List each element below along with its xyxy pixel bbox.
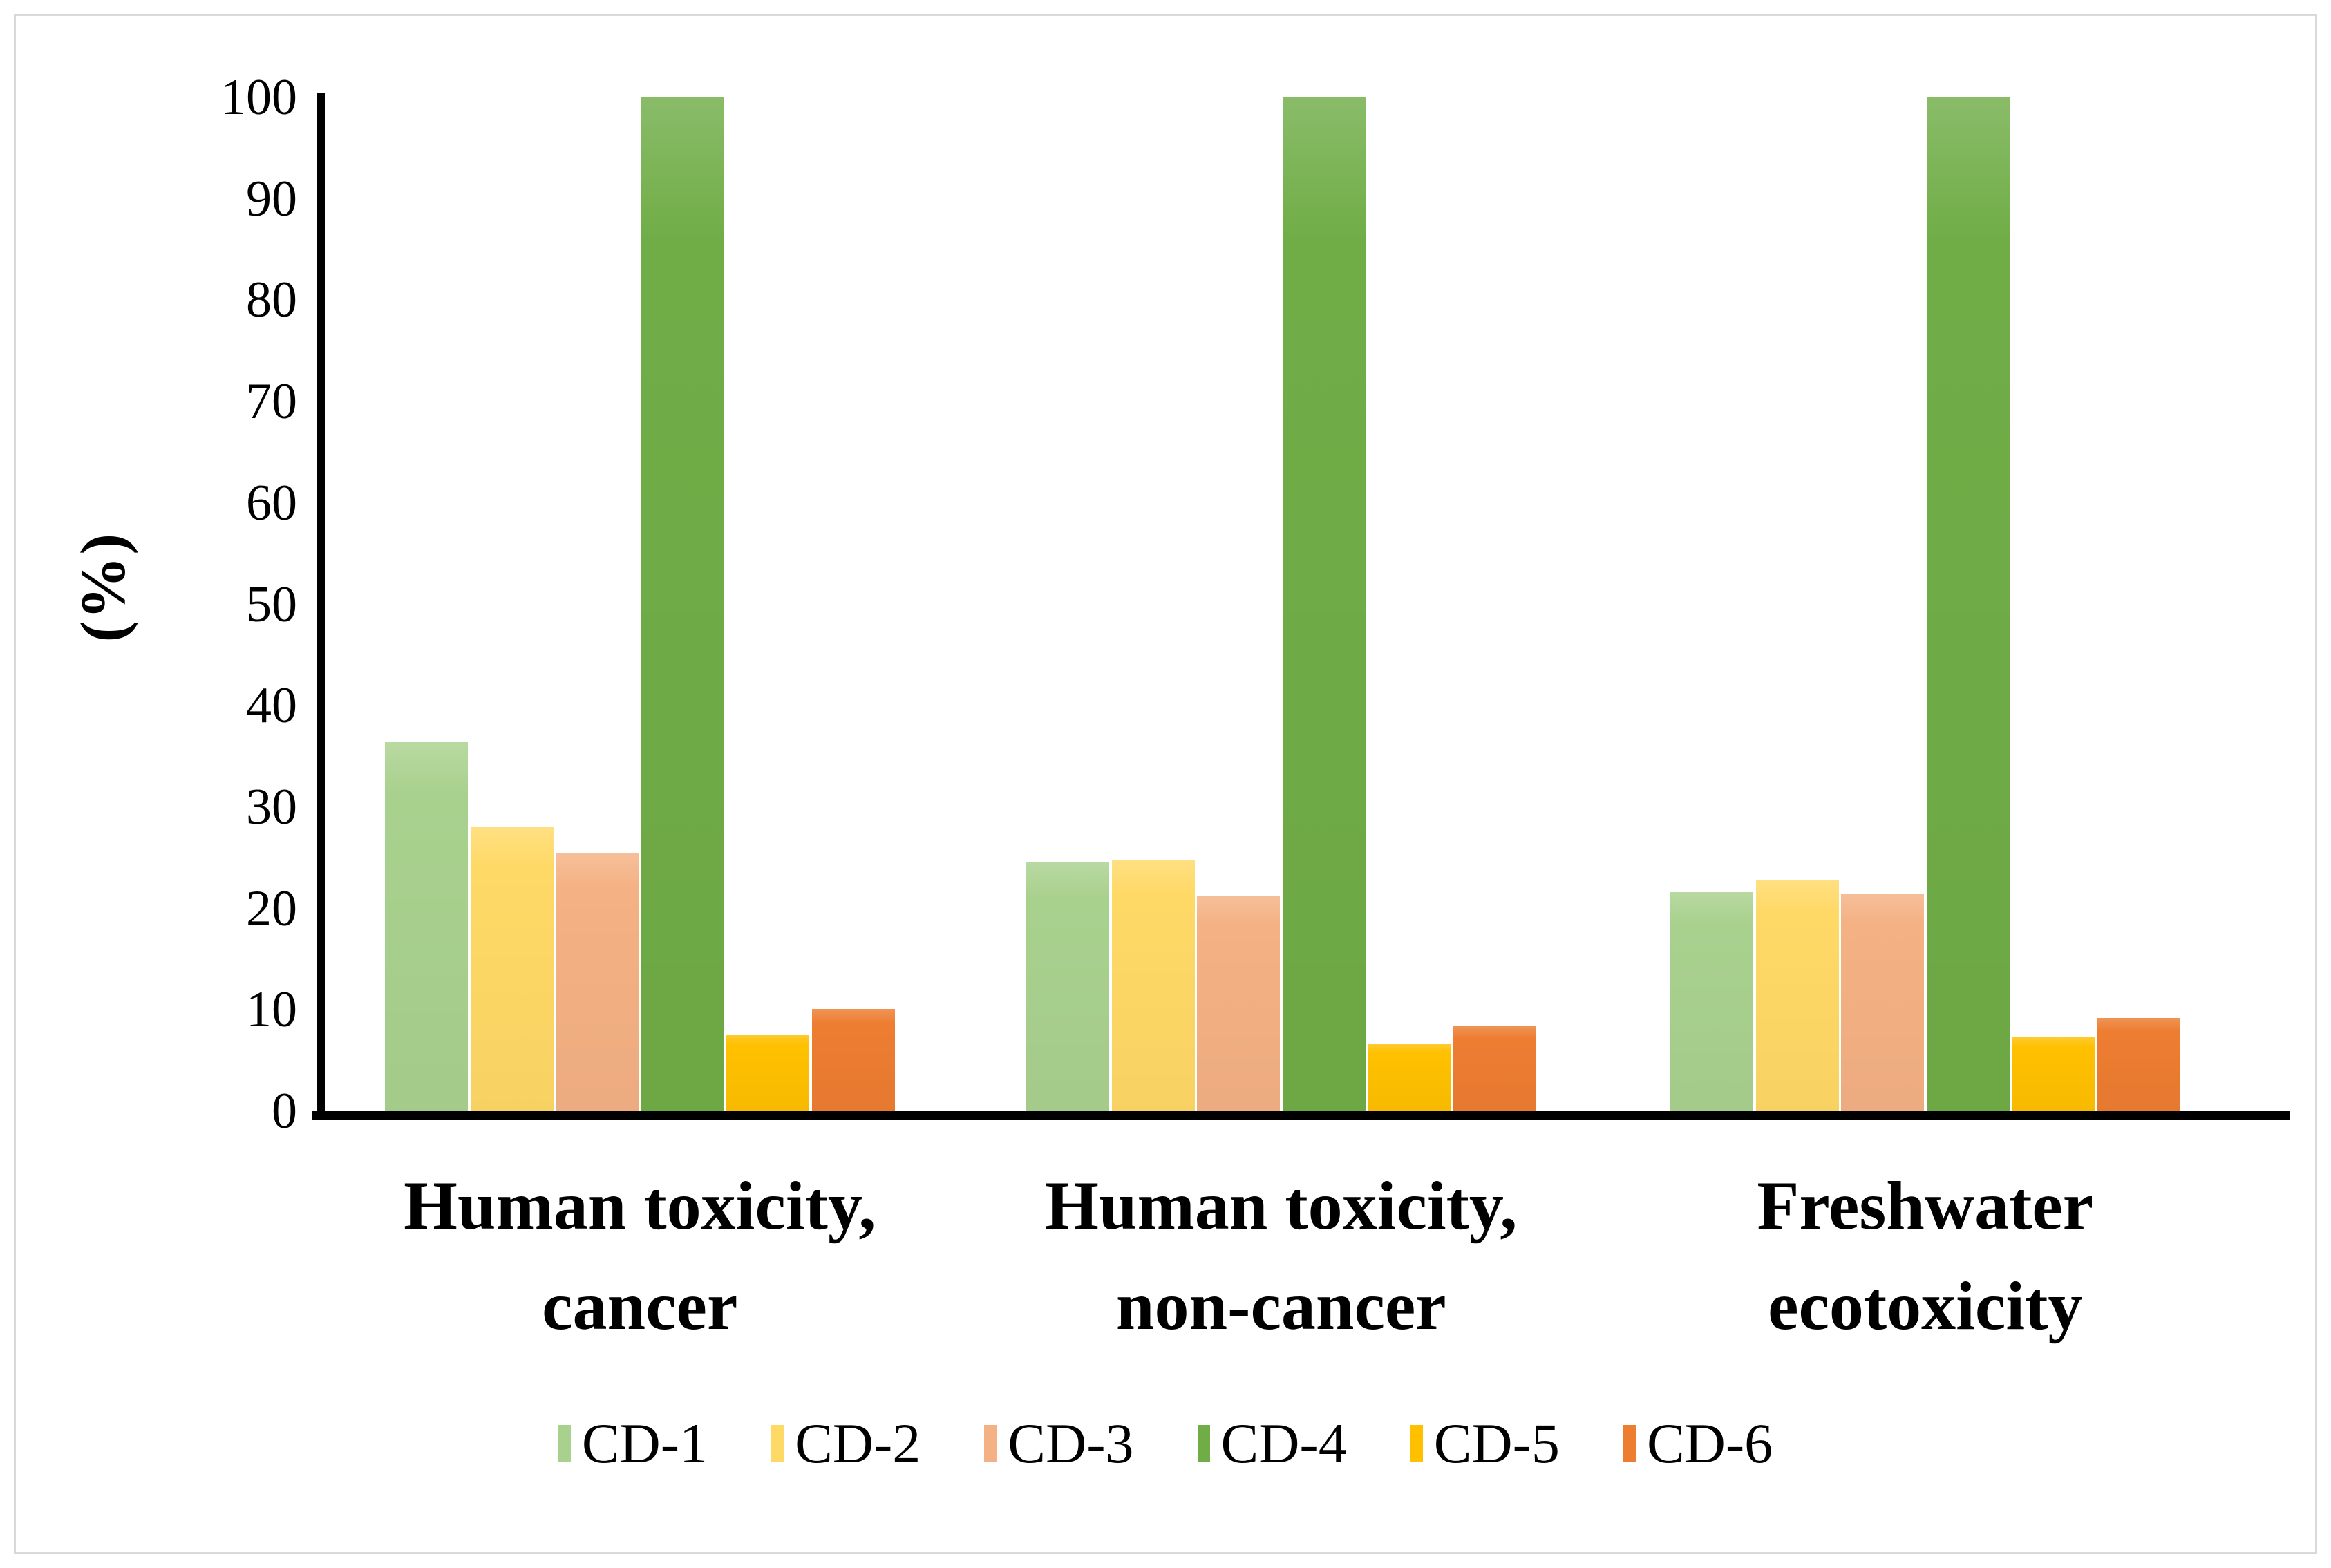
legend-swatch-cd-1 [558, 1425, 571, 1462]
legend-swatch-cd-4 [1197, 1425, 1210, 1462]
legend-label-cd-1: CD-1 [581, 1412, 708, 1475]
y-tick-10: 10 [246, 981, 297, 1039]
y-tick-20: 20 [246, 880, 297, 937]
y-tick-90: 90 [246, 170, 297, 227]
legend-item-cd-2: CD-2 [771, 1415, 921, 1472]
y-tick-30: 30 [246, 778, 297, 835]
y-tick-0: 0 [272, 1083, 297, 1140]
bar-cd-4-human-toxicity-non-cancer [1282, 97, 1366, 1111]
y-axis-line [317, 93, 325, 1120]
bar-cd-4-freshwater-ecotoxicity [1926, 97, 2010, 1111]
bar-cd-5-human-toxicity-non-cancer [1368, 1044, 1451, 1111]
bar-cd-1-human-toxicity-cancer [385, 741, 468, 1111]
bar-cd-3-human-toxicity-cancer [556, 853, 639, 1111]
bar-cd-4-human-toxicity-cancer [641, 97, 724, 1111]
y-tick-100: 100 [220, 69, 297, 126]
category-label-human-toxicity-cancer: Human toxicity, cancer [404, 1167, 876, 1344]
y-tick-60: 60 [246, 474, 297, 531]
legend-swatch-cd-5 [1410, 1425, 1423, 1462]
legend-swatch-cd-2 [771, 1425, 784, 1462]
x-axis-line [312, 1111, 2290, 1120]
category-label-human-toxicity-non-cancer: Human toxicity, non-cancer [1045, 1167, 1518, 1344]
legend-label-cd-5: CD-5 [1433, 1412, 1560, 1475]
legend-item-cd-6: CD-6 [1623, 1415, 1773, 1472]
legend-label-cd-4: CD-4 [1220, 1412, 1347, 1475]
legend-label-cd-2: CD-2 [795, 1412, 921, 1475]
bar-cd-6-freshwater-ecotoxicity [2097, 1018, 2180, 1111]
category-label-freshwater-ecotoxicity: Freshwater ecotoxicity [1757, 1167, 2094, 1344]
legend-swatch-cd-3 [984, 1425, 997, 1462]
legend-item-cd-3: CD-3 [984, 1412, 1134, 1475]
legend-item-cd-4: CD-4 [1197, 1412, 1347, 1475]
bar-cd-3-freshwater-ecotoxicity [1841, 893, 1924, 1111]
legend: CD-1 CD-2 CD-3 CD-4 CD-5 CD-6 [0, 1415, 2331, 1472]
legend-label-cd-3: CD-3 [1008, 1412, 1134, 1475]
legend-item-cd-1: CD-1 [558, 1415, 708, 1472]
y-tick-70: 70 [246, 373, 297, 431]
y-tick-40: 40 [246, 677, 297, 735]
bar-cd-1-freshwater-ecotoxicity [1670, 892, 1753, 1111]
bar-cd-6-human-toxicity-cancer [811, 1008, 895, 1111]
bar-cd-2-human-toxicity-non-cancer [1111, 860, 1195, 1111]
bar-cd-2-freshwater-ecotoxicity [1755, 880, 1839, 1111]
bar-cd-6-human-toxicity-non-cancer [1453, 1026, 1536, 1111]
bar-cd-5-freshwater-ecotoxicity [2012, 1037, 2095, 1111]
image-border [14, 14, 2317, 1554]
legend-label-cd-6: CD-6 [1646, 1412, 1773, 1475]
bar-cd-5-human-toxicity-cancer [726, 1034, 809, 1111]
bar-cd-1-human-toxicity-non-cancer [1026, 862, 1109, 1111]
bar-cd-2-human-toxicity-cancer [470, 827, 554, 1111]
y-tick-80: 80 [246, 272, 297, 329]
bar-cd-3-human-toxicity-non-cancer [1197, 895, 1280, 1111]
y-tick-50: 50 [246, 576, 297, 633]
legend-swatch-cd-6 [1623, 1425, 1636, 1462]
legend-item-cd-5: CD-5 [1410, 1415, 1560, 1472]
